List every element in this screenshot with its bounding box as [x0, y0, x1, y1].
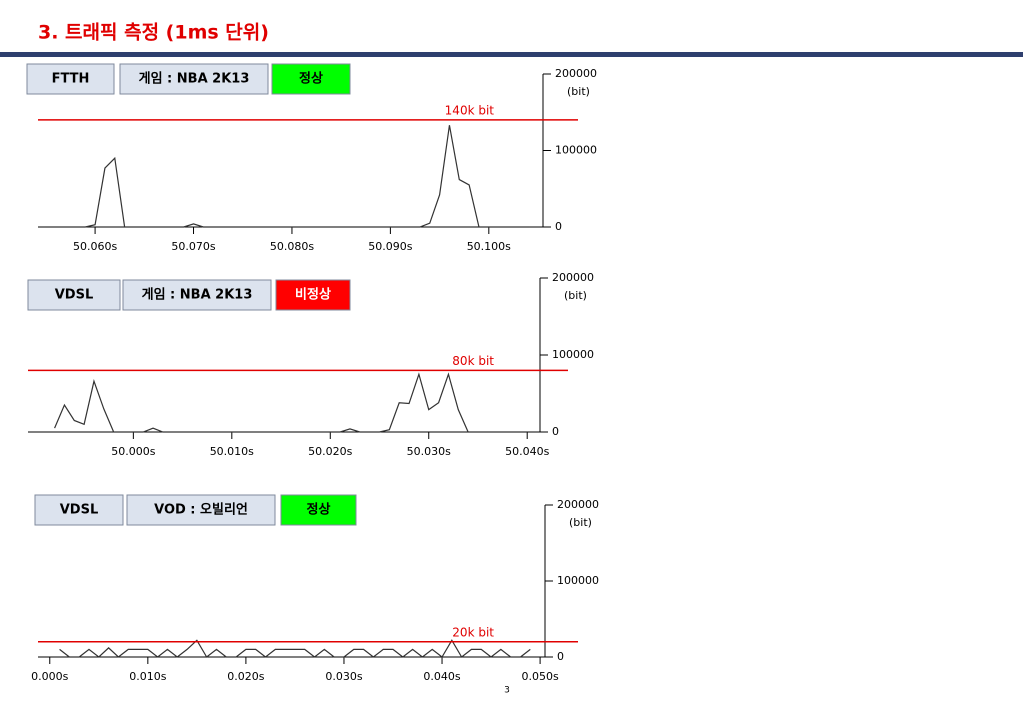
x-tick-label: 50.070s — [171, 240, 215, 253]
page-number: 3 — [504, 686, 510, 696]
x-tick-label: 0.020s — [227, 670, 264, 683]
tag-box — [26, 63, 115, 95]
tag-box — [271, 63, 351, 95]
y-axis-label: (bit) — [564, 289, 587, 302]
threshold-label: 140k bit — [445, 103, 495, 117]
tag-text: 정상 — [299, 71, 323, 87]
tag-box — [27, 279, 121, 311]
tag-text: VDSL — [55, 288, 94, 303]
tag-text: 게임 : NBA 2K13 — [139, 72, 250, 87]
tag-box — [119, 63, 269, 95]
y-axis-label: (bit) — [569, 516, 592, 529]
x-tick-label: 50.010s — [210, 445, 254, 458]
tag-box — [126, 494, 276, 526]
tag-box — [280, 494, 357, 526]
x-tick-label: 0.050s — [521, 670, 558, 683]
x-tick-label: 50.000s — [111, 445, 155, 458]
tag-text: 게임 : NBA 2K13 — [142, 288, 253, 303]
y-tick-label: 200000 — [552, 271, 594, 284]
x-tick-label: 50.060s — [73, 240, 117, 253]
tag-box — [275, 279, 351, 311]
x-tick-label: 50.040s — [505, 445, 549, 458]
y-tick-label: 0 — [552, 425, 559, 438]
tag-text: FTTH — [52, 72, 90, 87]
y-tick-label: 100000 — [555, 144, 597, 157]
tag-text: 정상 — [307, 502, 331, 518]
y-tick-label: 0 — [557, 650, 564, 663]
x-tick-label: 50.080s — [270, 240, 314, 253]
tag-text: VOD : 오빌리언 — [154, 502, 248, 518]
x-tick-label: 50.030s — [407, 445, 451, 458]
tag-text: 비정상 — [295, 287, 331, 303]
y-tick-label: 0 — [555, 220, 562, 233]
x-tick-label: 50.090s — [368, 240, 412, 253]
series-line — [54, 372, 528, 433]
threshold-label: 80k bit — [452, 354, 494, 368]
x-tick-label: 0.000s — [31, 670, 68, 683]
y-tick-label: 200000 — [555, 67, 597, 80]
tag-box — [34, 494, 124, 526]
y-axis-label: (bit) — [567, 85, 590, 98]
x-tick-label: 0.040s — [423, 670, 460, 683]
slide-title: 3. 트래픽 측정 (1ms 단위) — [38, 22, 269, 44]
x-tick-label: 50.100s — [467, 240, 511, 253]
x-tick-label: 0.030s — [325, 670, 362, 683]
tag-box — [122, 279, 272, 311]
y-tick-label: 100000 — [552, 348, 594, 361]
x-tick-label: 0.010s — [129, 670, 166, 683]
y-tick-label: 200000 — [557, 498, 599, 511]
tag-text: VDSL — [60, 503, 99, 518]
y-tick-label: 100000 — [557, 574, 599, 587]
threshold-label: 20k bit — [452, 625, 494, 639]
x-tick-label: 50.020s — [308, 445, 352, 458]
header-bar — [0, 52, 1023, 57]
series-line — [45, 125, 529, 228]
series-line — [59, 639, 531, 658]
